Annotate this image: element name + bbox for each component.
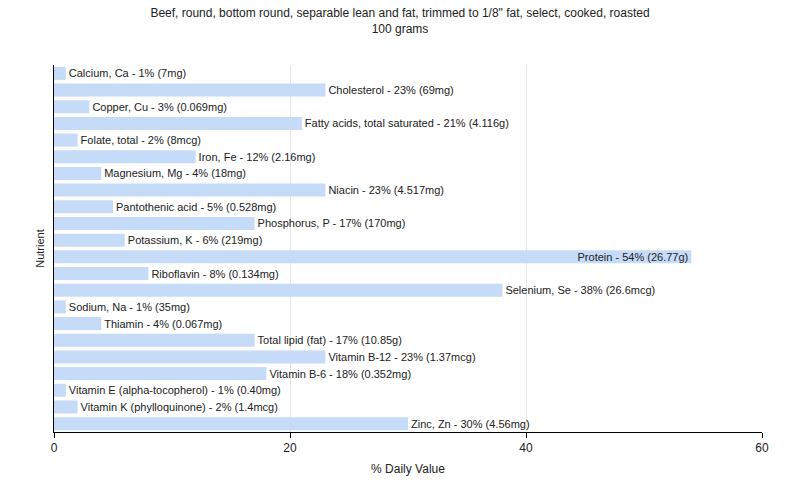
svg-text:Total lipid (fat) - 17% (10.85: Total lipid (fat) - 17% (10.85g)	[258, 334, 402, 346]
svg-text:Vitamin B-6 - 18% (0.352mg): Vitamin B-6 - 18% (0.352mg)	[269, 368, 411, 380]
svg-text:Nutrient: Nutrient	[34, 229, 46, 268]
svg-text:Vitamin K (phylloquinone) - 2%: Vitamin K (phylloquinone) - 2% (1.4mcg)	[81, 401, 278, 413]
svg-text:Cholesterol - 23% (69mg): Cholesterol - 23% (69mg)	[328, 84, 453, 96]
svg-text:Thiamin - 4% (0.067mg): Thiamin - 4% (0.067mg)	[104, 318, 222, 330]
svg-text:Vitamin E (alpha-tocopherol) -: Vitamin E (alpha-tocopherol) - 1% (0.40m…	[69, 384, 281, 396]
svg-text:Protein - 54% (26.77g): Protein - 54% (26.77g)	[578, 251, 689, 263]
svg-text:Copper, Cu - 3% (0.069mg): Copper, Cu - 3% (0.069mg)	[92, 101, 227, 113]
svg-text:Riboflavin - 8% (0.134mg): Riboflavin - 8% (0.134mg)	[151, 268, 278, 280]
svg-text:Sodium, Na - 1% (35mg): Sodium, Na - 1% (35mg)	[69, 301, 190, 313]
svg-text:0: 0	[51, 441, 58, 455]
svg-text:Beef, round, bottom round, sep: Beef, round, bottom round, separable lea…	[150, 6, 649, 36]
svg-text:Magnesium, Mg - 4% (18mg): Magnesium, Mg - 4% (18mg)	[104, 167, 246, 179]
svg-text:Vitamin B-12 - 23% (1.37mcg): Vitamin B-12 - 23% (1.37mcg)	[328, 351, 475, 363]
svg-text:Folate, total - 2% (8mcg): Folate, total - 2% (8mcg)	[81, 134, 201, 146]
svg-text:Calcium, Ca - 1% (7mg): Calcium, Ca - 1% (7mg)	[69, 67, 186, 79]
svg-text:Niacin - 23% (4.517mg): Niacin - 23% (4.517mg)	[328, 184, 444, 196]
svg-text:20: 20	[283, 441, 297, 455]
svg-text:Phosphorus, P - 17% (170mg): Phosphorus, P - 17% (170mg)	[258, 217, 406, 229]
svg-text:Fatty acids, total saturated -: Fatty acids, total saturated - 21% (4.11…	[305, 117, 509, 129]
svg-text:Selenium, Se - 38% (26.6mcg): Selenium, Se - 38% (26.6mcg)	[505, 284, 655, 296]
svg-text:60: 60	[755, 441, 769, 455]
svg-text:Iron, Fe - 12% (2.16mg): Iron, Fe - 12% (2.16mg)	[199, 151, 316, 163]
svg-text:Pantothenic acid - 5% (0.528mg: Pantothenic acid - 5% (0.528mg)	[116, 201, 276, 213]
svg-text:Zinc, Zn - 30% (4.56mg): Zinc, Zn - 30% (4.56mg)	[411, 418, 530, 430]
svg-text:40: 40	[519, 441, 533, 455]
svg-text:% Daily Value: % Daily Value	[371, 462, 445, 476]
svg-text:Potassium, K - 6% (219mg): Potassium, K - 6% (219mg)	[128, 234, 262, 246]
